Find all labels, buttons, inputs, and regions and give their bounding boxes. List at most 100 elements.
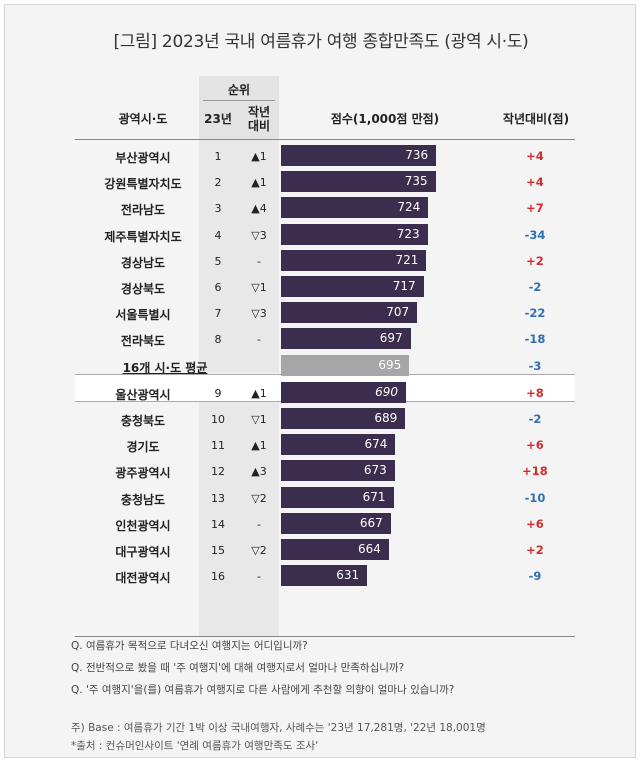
rank-change-value: ▽2 (251, 492, 267, 505)
score-label: 697 (379, 331, 403, 345)
diff-value: -34 (524, 228, 546, 242)
diff-value: -9 (528, 569, 542, 583)
region-label: 경기도 (126, 440, 160, 454)
score-label: 735 (404, 174, 428, 188)
score-label: 723 (396, 227, 420, 241)
rank-change-value: ▽3 (251, 307, 267, 320)
region-label: 전라북도 (120, 334, 166, 348)
footnotes: 주) Base : 여름휴가 기간 1박 이상 국내여행자, 사례수는 '23년… (71, 719, 611, 755)
average-label: 16개 시·도 평균 (122, 361, 208, 375)
chart-table: 순위 광역시·도 23년 작년 대비 점수(1,000점 만점) 작년대비(점)… (5, 5, 637, 645)
region-label: 광주광역시 (115, 466, 171, 480)
score-label: 721 (395, 253, 419, 267)
question-3: Q. '주 여행지'을(를) 여름휴가 여행지로 다른 사람에게 추천할 의향이… (71, 684, 455, 696)
rank-change-header-line1: 작년 (247, 105, 271, 119)
diff-value: -10 (524, 491, 546, 505)
question-1: Q. 여름휴가 목적으로 다녀오신 여행지는 어디입니까? (71, 640, 308, 652)
rank-value: 5 (214, 255, 222, 268)
diff-value: +2 (526, 543, 544, 557)
question-2: Q. 전반적으로 봤을 때 '주 여행지'에 대해 여행지로서 얼마나 만족하십… (71, 662, 405, 674)
rank-group-divider (203, 100, 275, 101)
rank-value: 16 (211, 570, 225, 583)
region-label: 대구광역시 (115, 545, 171, 559)
rank-change-value: - (257, 570, 261, 583)
region-label: 울산광역시 (115, 388, 171, 402)
rank-value: 1 (214, 150, 222, 163)
score-label: 695 (378, 358, 402, 372)
rank-year-header: 23년 (204, 112, 232, 126)
score-bar (281, 250, 427, 271)
score-label: 671 (362, 490, 386, 504)
rank-change-value: - (257, 255, 261, 268)
score-bar (281, 539, 389, 560)
diff-value: +6 (526, 438, 544, 452)
diff-value: +4 (526, 149, 544, 163)
rank-value: 13 (211, 492, 225, 505)
rank-change-value: ▲1 (251, 150, 267, 163)
score-label: 707 (386, 305, 410, 319)
score-bar (281, 460, 395, 481)
rank-value: 11 (211, 439, 225, 452)
region-label: 경상남도 (120, 256, 166, 270)
score-label: 724 (397, 200, 421, 214)
rank-column-bg (199, 139, 279, 373)
rank-value: 14 (211, 518, 225, 531)
score-bar (281, 565, 368, 586)
region-label: 제주특별자치도 (104, 230, 182, 244)
score-label: 689 (374, 411, 398, 425)
region-header: 광역시·도 (118, 112, 168, 126)
score-bar (281, 328, 411, 349)
score-bar (281, 276, 424, 297)
diff-value: +2 (526, 254, 544, 268)
diff-value: +18 (522, 464, 548, 478)
diff-value: +4 (526, 175, 544, 189)
score-bar (281, 408, 406, 429)
region-label: 대전광역시 (115, 571, 171, 585)
rank-value: 6 (214, 281, 222, 294)
rank-value: 15 (211, 544, 225, 557)
score-bar (281, 434, 396, 455)
diff-value: -3 (528, 359, 542, 373)
rank-value: 12 (211, 465, 225, 478)
score-bar (281, 197, 429, 218)
survey-questions: Q. 여름휴가 목적으로 다녀오신 여행지는 어디입니까? Q. 전반적으로 봤… (71, 635, 611, 701)
region-label: 경상북도 (120, 282, 166, 296)
rank-value: 7 (214, 307, 222, 320)
diff-header: 작년대비(점) (502, 112, 570, 126)
diff-value: -18 (524, 332, 546, 346)
score-bar (281, 171, 436, 192)
header-rule (75, 139, 575, 140)
region-label: 부산광역시 (115, 151, 171, 165)
rank-value: 10 (211, 413, 225, 426)
score-bar (281, 487, 394, 508)
region-label: 전라남도 (120, 203, 166, 217)
score-bar (281, 302, 418, 323)
rank-change-value: ▲4 (251, 202, 267, 215)
rank-change-value: - (257, 518, 261, 531)
footnote-source: *출처 : 컨슈머인사이트 '연례 여름휴가 여행만족도 조사' (71, 740, 319, 752)
rank-column-bg (199, 402, 279, 636)
rank-change-value: ▲1 (251, 387, 267, 400)
score-bar (281, 145, 437, 166)
diff-value: -2 (528, 412, 542, 426)
rank-change-value: ▽1 (251, 281, 267, 294)
diff-value: +6 (526, 517, 544, 531)
score-bar (281, 382, 406, 403)
region-label: 인천광역시 (115, 519, 171, 533)
chart-title: [그림] 2023년 국내 여름휴가 여행 종합만족도 (광역 시·도) (113, 32, 529, 52)
rank-header-bg (199, 76, 279, 139)
region-label: 충청남도 (120, 493, 166, 507)
rank-change-value: ▽2 (251, 544, 267, 557)
score-bar (281, 513, 391, 534)
score-label: 690 (375, 385, 398, 399)
rank-value: 2 (214, 176, 222, 189)
score-label: 674 (364, 437, 388, 451)
chart-frame: [그림] 2023년 국내 여름휴가 여행 종합만족도 (광역 시·도) 순위 … (4, 4, 636, 758)
score-label: 667 (359, 516, 383, 530)
score-label: 631 (336, 568, 360, 582)
rank-value: 9 (214, 387, 222, 400)
region-label: 강원특별자치도 (104, 177, 182, 191)
rank-change-value: ▲3 (251, 465, 267, 478)
region-label: 충청북도 (120, 414, 166, 428)
rank-value: 3 (214, 202, 222, 215)
